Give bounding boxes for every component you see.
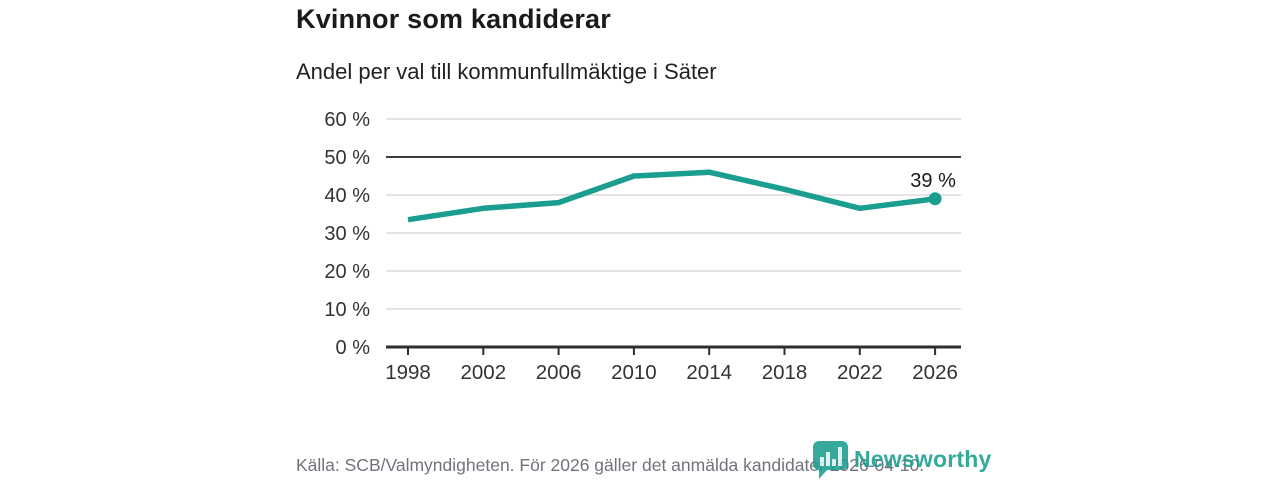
newsworthy-logo[interactable]: Newsworthy — [812, 440, 991, 479]
x-tick-label: 2026 — [912, 361, 958, 384]
y-tick-label: 30 % — [324, 223, 370, 245]
y-tick-label: 0 % — [336, 337, 371, 359]
x-tick-label: 2014 — [686, 361, 732, 384]
data-line — [407, 169, 936, 223]
end-point-marker — [928, 192, 942, 206]
x-tick-label: 1998 — [385, 361, 431, 384]
x-tick-label: 2010 — [611, 361, 657, 384]
y-tick-label: 50 % — [324, 147, 370, 169]
chart-subtitle: Andel per val till kommunfullmäktige i S… — [296, 59, 717, 84]
y-tick-label: 20 % — [324, 261, 370, 283]
x-tick-label: 2018 — [762, 361, 808, 384]
y-tick-label: 60 % — [324, 109, 370, 131]
x-tick-label: 2002 — [460, 361, 506, 384]
y-tick-label: 10 % — [324, 299, 370, 321]
end-value-label: 39 % — [910, 170, 956, 192]
x-tick-label: 2022 — [837, 361, 883, 384]
y-tick-label: 40 % — [324, 185, 370, 207]
bar-chart-bubble-icon — [813, 441, 848, 479]
newsworthy-logo-text: Newsworthy — [854, 446, 992, 472]
source-note: Källa: SCB/Valmyndigheten. För 2026 gäll… — [296, 455, 925, 475]
x-tick-label: 2006 — [536, 361, 582, 384]
chart-title: Kvinnor som kandiderar — [296, 4, 611, 34]
